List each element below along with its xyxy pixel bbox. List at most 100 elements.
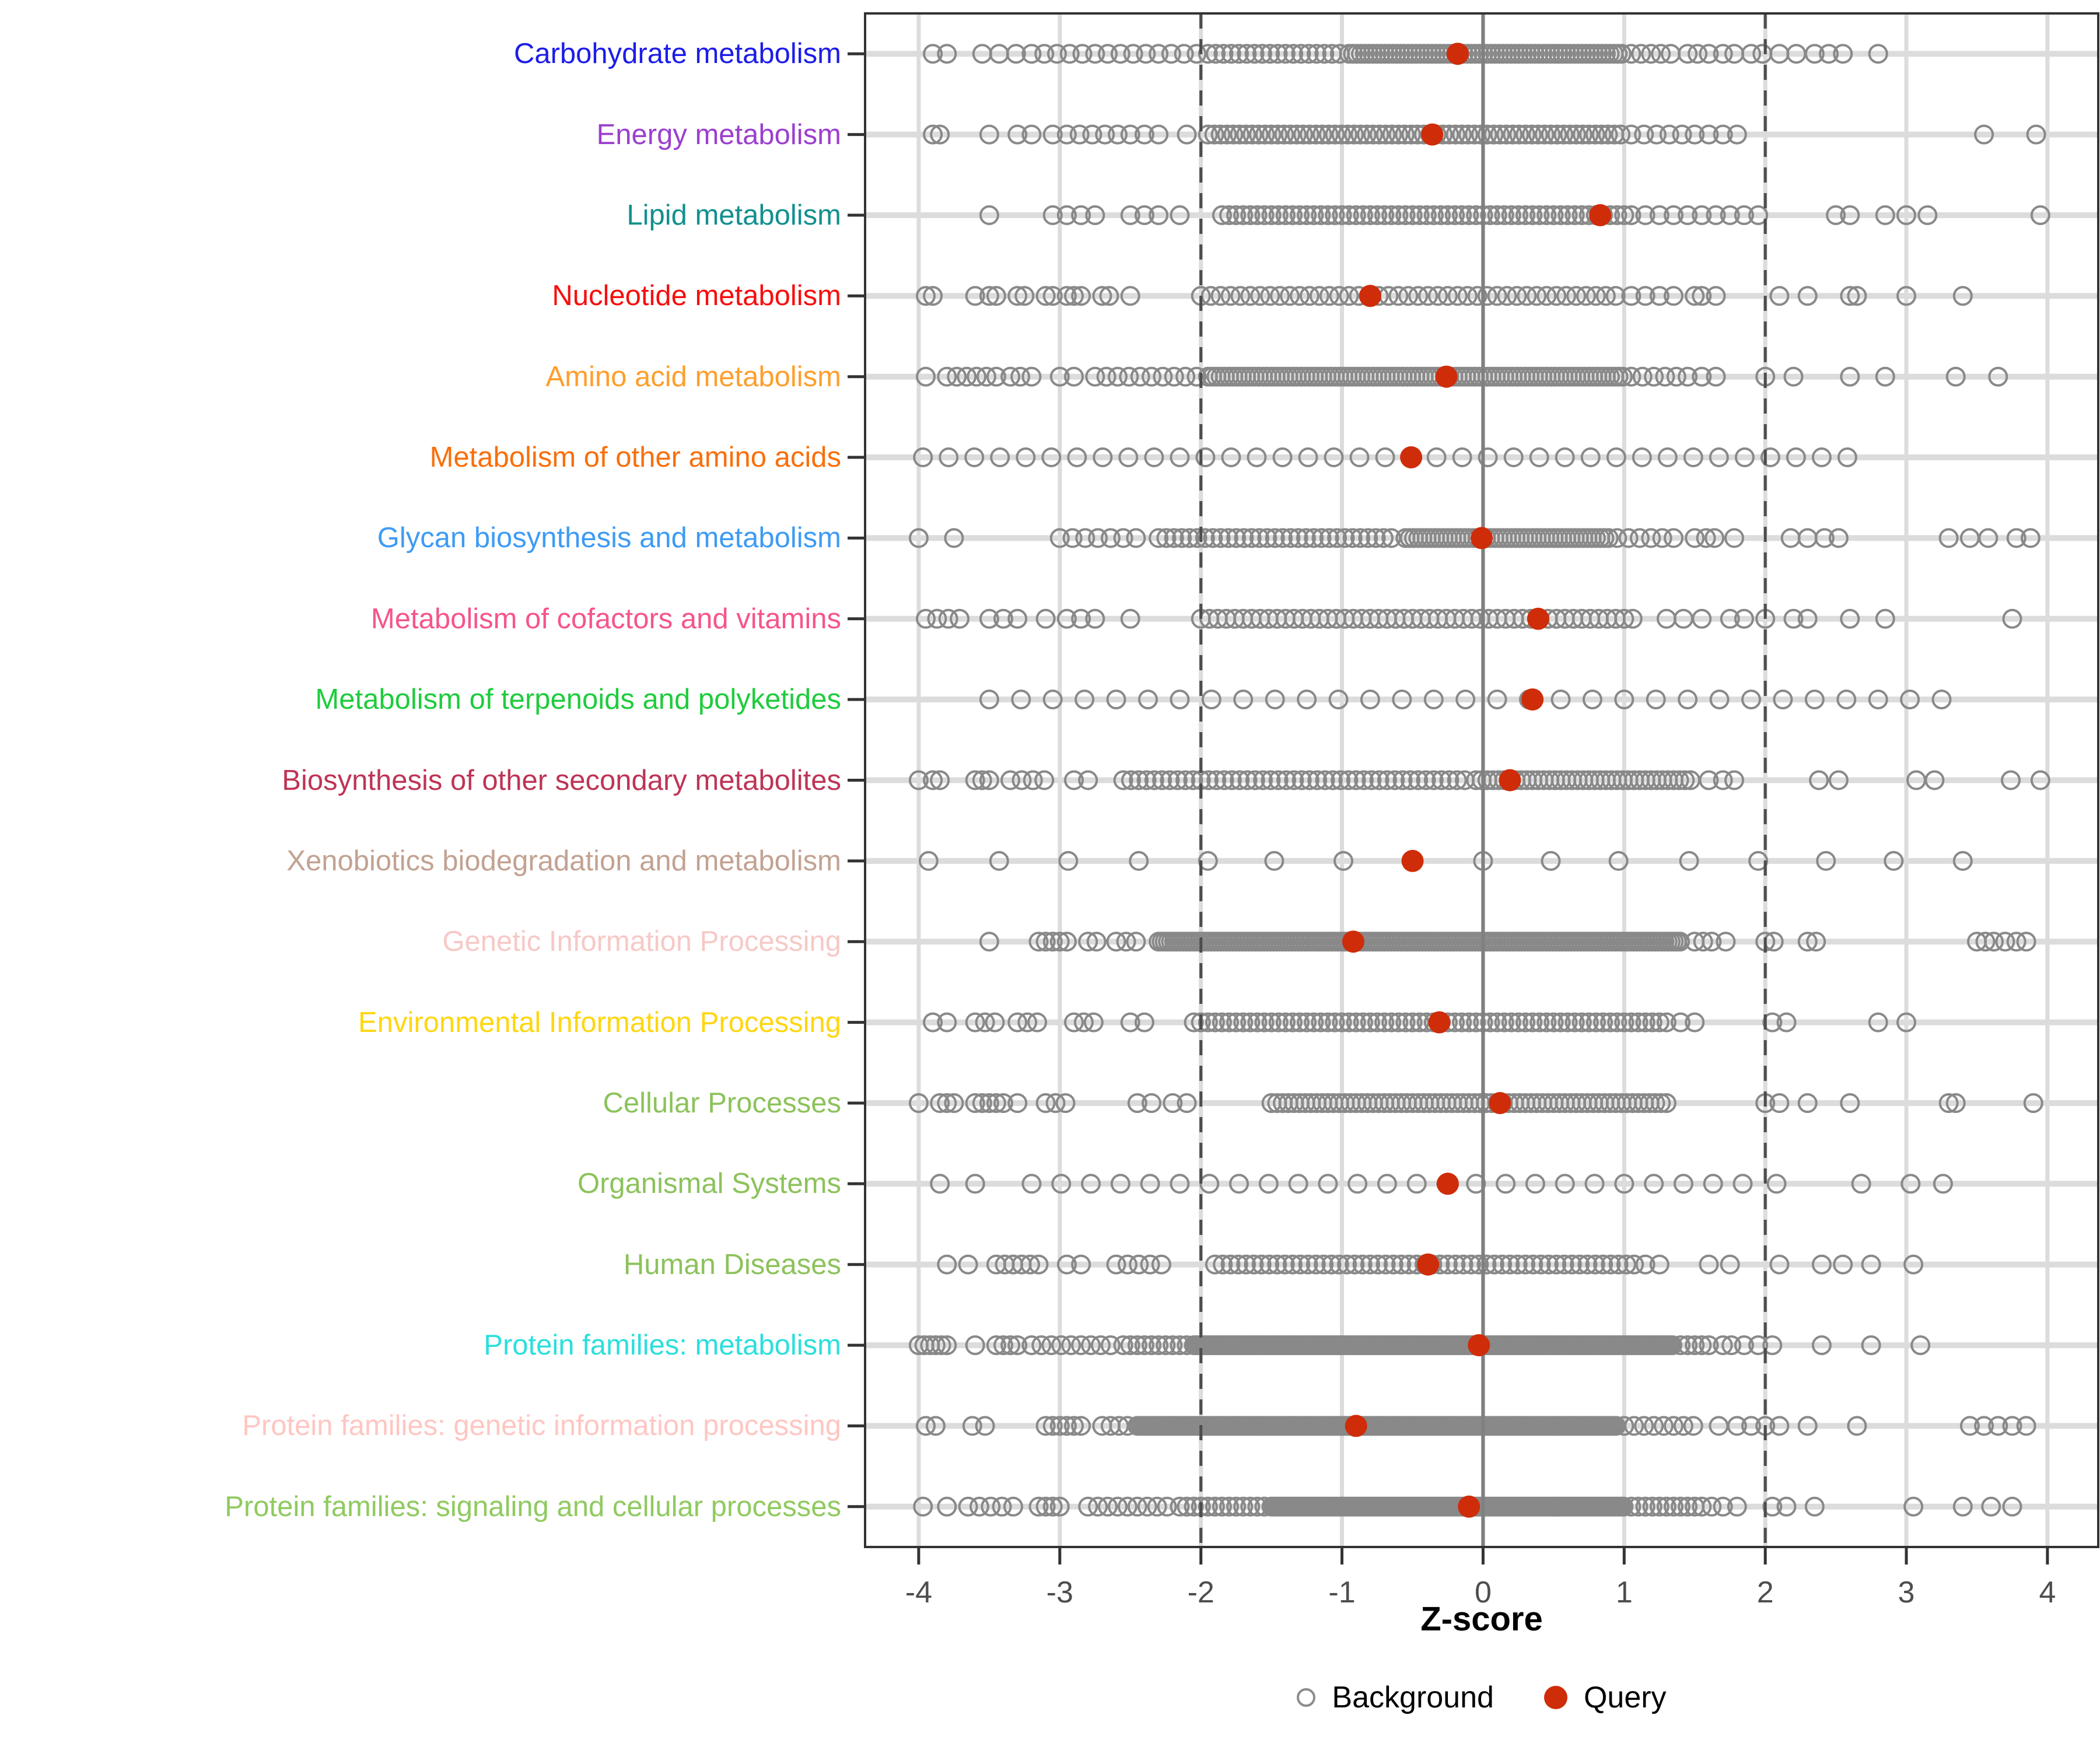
background-point	[1198, 850, 1218, 871]
background-point	[908, 770, 929, 790]
background-point	[1059, 44, 1080, 64]
background-point	[1328, 690, 1349, 710]
background-point	[1402, 205, 1423, 225]
background-point	[1000, 1335, 1021, 1356]
background-point	[923, 286, 943, 306]
background-point	[1664, 528, 1684, 548]
background-point	[1741, 690, 1761, 710]
background-point	[1064, 1416, 1084, 1436]
background-point	[1382, 124, 1402, 145]
query-point	[1435, 365, 1458, 388]
background-point	[1840, 608, 1860, 629]
background-point	[1014, 286, 1035, 306]
background-point	[1186, 44, 1207, 64]
background-point	[1367, 1012, 1387, 1032]
background-point	[1593, 1012, 1613, 1032]
background-point	[1452, 447, 1472, 467]
background-point	[2001, 770, 2021, 790]
background-point	[1073, 1012, 1094, 1032]
background-point	[1147, 1496, 1167, 1517]
background-point	[1195, 528, 1215, 548]
background-point	[1163, 1335, 1183, 1356]
background-point	[1325, 1012, 1345, 1032]
background-point	[1452, 124, 1472, 145]
x-tick-label: 1	[1616, 1576, 1633, 1609]
background-point	[1635, 1012, 1656, 1032]
background-point	[1342, 528, 1363, 548]
background-point	[1641, 44, 1661, 64]
background-point	[1164, 528, 1184, 548]
background-point	[1276, 770, 1296, 790]
background-point	[1496, 124, 1517, 145]
background-point	[1598, 124, 1618, 145]
background-point	[1064, 366, 1084, 387]
background-point	[1720, 205, 1740, 225]
background-point	[1123, 44, 1143, 64]
background-point	[1586, 286, 1606, 306]
background-point	[1290, 1254, 1311, 1275]
background-point	[2016, 1416, 2036, 1436]
background-point	[1082, 124, 1102, 145]
background-point	[1056, 932, 1077, 952]
background-point	[1646, 124, 1667, 145]
background-point	[1671, 1496, 1690, 1517]
background-point	[1254, 1012, 1275, 1032]
background-point	[1621, 205, 1642, 225]
query-point	[1499, 769, 1521, 792]
background-point	[1306, 1254, 1326, 1275]
background-point	[1261, 205, 1282, 225]
background-point	[1144, 447, 1164, 467]
background-point	[1816, 850, 1836, 871]
background-point	[1020, 1254, 1040, 1275]
background-point	[1315, 770, 1335, 790]
background-point	[2006, 932, 2027, 952]
background-point	[1205, 1254, 1225, 1275]
background-point	[1307, 770, 1328, 790]
background-point	[1254, 205, 1275, 225]
background-point	[1416, 770, 1436, 790]
background-point	[1541, 124, 1561, 145]
background-point	[1851, 1174, 1871, 1194]
background-point	[1136, 770, 1157, 790]
background-point	[1507, 286, 1527, 306]
background-point	[1586, 1012, 1606, 1032]
background-point	[1134, 124, 1154, 145]
background-point	[1988, 366, 2008, 387]
background-point	[1550, 1012, 1571, 1032]
background-point	[1187, 528, 1208, 548]
background-point	[1649, 1254, 1670, 1275]
background-point	[1836, 690, 1857, 710]
query-point	[1458, 1495, 1480, 1518]
background-point	[1261, 1012, 1282, 1032]
background-point	[1455, 690, 1476, 710]
background-point	[1476, 1254, 1497, 1275]
background-point	[1564, 1012, 1585, 1032]
background-point	[1348, 1174, 1368, 1194]
background-point	[1503, 447, 1524, 467]
background-point	[1152, 770, 1172, 790]
background-point	[1598, 528, 1619, 548]
x-tick-label: -4	[905, 1576, 932, 1609]
background-point	[1492, 1254, 1513, 1275]
background-point	[1345, 1254, 1365, 1275]
background-point	[1748, 1335, 1769, 1356]
background-point	[1106, 1254, 1126, 1275]
background-point	[1240, 205, 1261, 225]
background-point	[1000, 366, 1021, 387]
background-point	[1129, 770, 1149, 790]
background-point	[1988, 1416, 2008, 1436]
background-point	[1776, 1496, 1797, 1517]
background-point	[1311, 1012, 1331, 1032]
background-point	[1699, 1335, 1719, 1356]
background-point	[1797, 1416, 1818, 1436]
background-point	[1078, 932, 1098, 952]
background-point	[1222, 770, 1242, 790]
background-point	[1672, 124, 1692, 145]
background-point	[1360, 1254, 1380, 1275]
background-point	[1530, 205, 1550, 225]
background-point	[1297, 205, 1317, 225]
background-point	[1299, 286, 1320, 306]
background-point	[1516, 1254, 1535, 1275]
background-point	[1319, 286, 1339, 306]
background-point	[967, 366, 987, 387]
